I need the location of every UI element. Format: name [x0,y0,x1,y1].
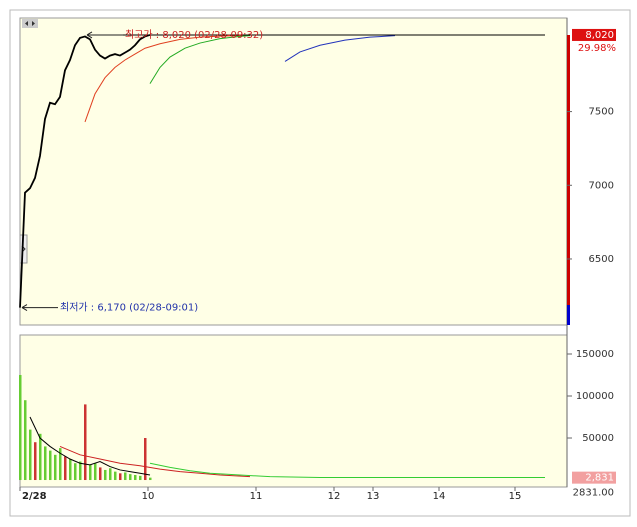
last-price-box [572,28,616,41]
last-volume-box [572,471,616,484]
volume-bar [99,467,102,481]
annotation: 최저가 : 6,170 (02/28-09:01) [60,302,198,314]
volume-bar [19,374,22,481]
volume-bar [59,448,62,481]
volume-bar [144,438,147,481]
volume-bar [29,429,32,481]
volume-bar [84,404,87,481]
series-line [19,34,151,308]
volume-bar [139,475,142,481]
volume-bar [44,446,47,481]
volume-bar [104,469,107,481]
x-tick-label: 14 [433,491,446,502]
range-bar [567,35,570,305]
volume-bar [114,471,117,481]
y-tick-label: 6500 [589,254,614,265]
volume-bar [129,474,132,481]
volume-bar [124,472,127,481]
volume-panel [19,334,568,488]
x-tick-label: 15 [509,491,522,502]
scroll-button[interactable] [22,19,38,28]
series-line [59,445,251,478]
volume-bar [54,454,57,481]
series-line [149,35,251,84]
x-tick-label: 11 [250,491,263,502]
series-line [84,34,251,123]
volume-bar [69,459,72,481]
volume-bar [64,456,67,481]
price-panel [19,17,568,326]
x-tick-label: 2/28 [22,491,47,502]
volume-bar [24,400,27,481]
x-tick-label: 13 [367,491,380,502]
volume-bar [74,463,77,481]
last-price-label: 8,020 [585,30,614,41]
volume-bar [109,468,112,481]
volume-bar [119,473,122,481]
volume-bar [134,474,137,481]
last-volume-label2: 2831.00 [573,488,614,499]
series-line [149,462,545,479]
volume-bar [79,461,82,481]
x-tick-label: 12 [328,491,341,502]
volume-bar [39,433,42,481]
annotation-arrow [21,304,58,312]
change-label: 29.98% [578,43,616,54]
annotation-arrow [86,31,123,39]
range-bar-low [567,305,570,325]
scroll-icon [25,21,35,26]
y-tick-label: 150000 [576,349,614,360]
y-tick-label: 50000 [582,433,614,444]
volume-bar [89,464,92,481]
y-tick-label: 7000 [589,180,614,191]
series-line [29,416,151,476]
last-volume-label: 2,831 [585,473,614,484]
volume-bar [94,463,97,481]
x-tick-label: 10 [142,491,155,502]
annotation: 최고가 : 8,020 (02/28-09:32) [125,29,263,41]
y-tick-label: 7500 [589,107,614,118]
volume-bar [34,442,37,481]
volume-bar [149,477,152,481]
series-line [284,35,396,62]
y-tick-label: 100000 [576,391,614,402]
volume-bar [49,450,52,481]
